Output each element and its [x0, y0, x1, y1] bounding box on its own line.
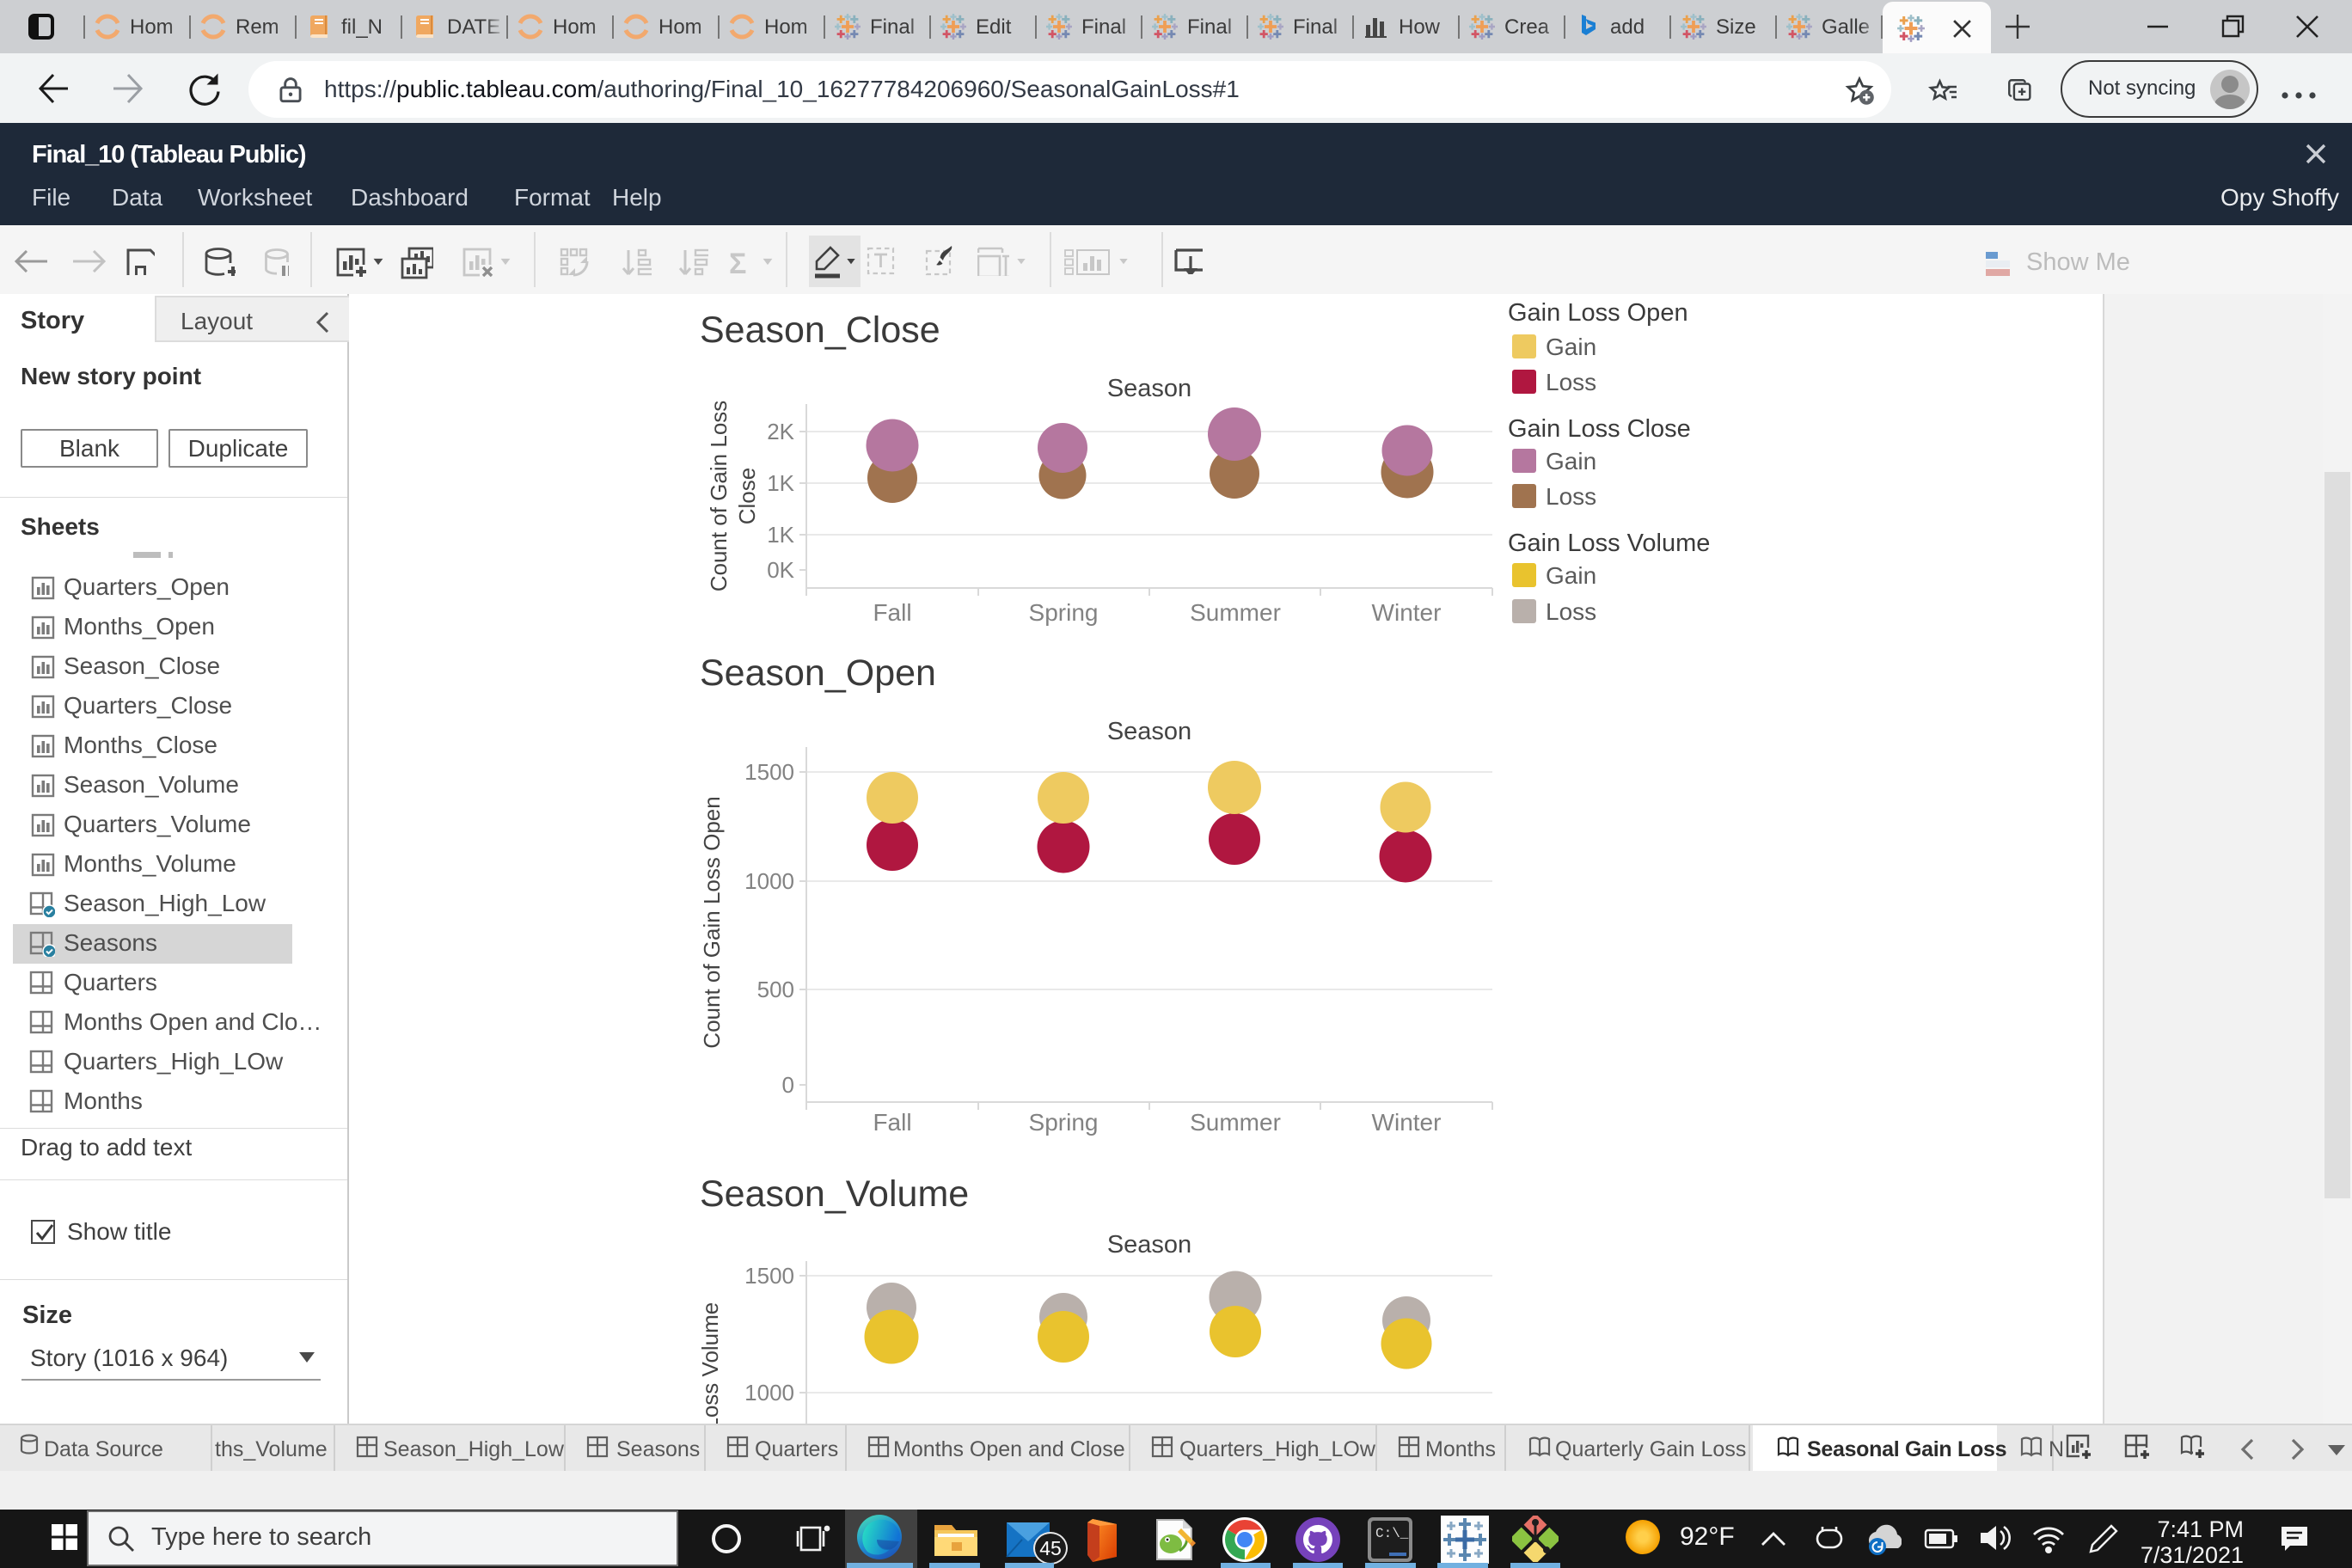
svg-text:Spring: Spring	[1029, 599, 1099, 626]
svg-text:Close: Close	[734, 468, 760, 524]
svg-text:Season: Season	[1107, 1231, 1191, 1259]
svg-text:Season: Season	[1107, 718, 1191, 745]
svg-text:C:\_: C:\_	[1375, 1526, 1409, 1541]
svg-text:500: 500	[757, 977, 794, 1002]
svg-text:1000: 1000	[744, 868, 794, 894]
svg-text:Count of Gain Loss Volume: Count of Gain Loss Volume	[697, 1302, 723, 1424]
svg-text:2K: 2K	[767, 419, 794, 444]
svg-text:Season_Volume: Season_Volume	[700, 1173, 969, 1215]
svg-text:Summer: Summer	[1190, 1109, 1281, 1136]
svg-text:Gain: Gain	[1546, 562, 1596, 589]
svg-text:1K: 1K	[767, 522, 794, 548]
svg-text:1000: 1000	[744, 1380, 794, 1406]
svg-text:Gain: Gain	[1546, 334, 1596, 360]
svg-text:Summer: Summer	[1190, 599, 1281, 626]
svg-text:Fall: Fall	[873, 1109, 911, 1136]
svg-text:Loss: Loss	[1546, 598, 1596, 625]
svg-text:1K: 1K	[767, 470, 794, 496]
svg-text:Loss: Loss	[1546, 483, 1596, 510]
svg-text:0K: 0K	[767, 557, 794, 583]
svg-text:0: 0	[782, 1072, 794, 1098]
svg-text:Season_Open: Season_Open	[700, 652, 936, 694]
svg-text:Count of Gain Loss: Count of Gain Loss	[706, 401, 732, 592]
svg-text:Season: Season	[1107, 375, 1191, 402]
svg-text:Fall: Fall	[873, 599, 911, 626]
svg-text:Count of Gain Loss Open: Count of Gain Loss Open	[699, 796, 725, 1048]
svg-text:Loss: Loss	[1546, 369, 1596, 395]
svg-text:Winter: Winter	[1372, 599, 1442, 626]
svg-text:1500: 1500	[744, 1263, 794, 1289]
svg-text:1500: 1500	[744, 759, 794, 785]
svg-text:Winter: Winter	[1372, 1109, 1442, 1136]
svg-text:Gain: Gain	[1546, 448, 1596, 475]
svg-text:Gain Loss Volume: Gain Loss Volume	[1508, 530, 1710, 557]
svg-text:Season_Close: Season_Close	[700, 309, 940, 351]
svg-text:Spring: Spring	[1029, 1109, 1099, 1136]
svg-text:Gain Loss Close: Gain Loss Close	[1508, 415, 1691, 443]
svg-text:Gain Loss Open: Gain Loss Open	[1508, 299, 1688, 327]
